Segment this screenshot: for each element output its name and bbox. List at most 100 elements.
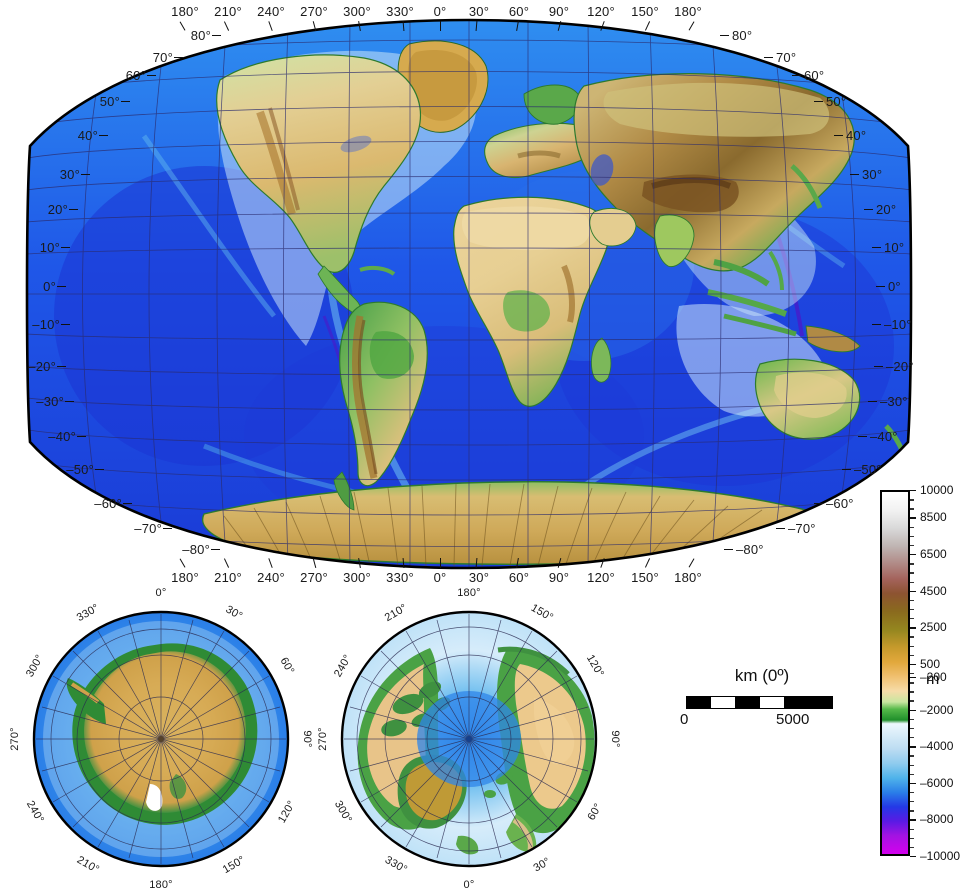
longitude-label: 180° [171, 570, 199, 585]
colorbar-group: 10000 8500 6500 4500 2500 500 –200 –2000 –4000 –6… [880, 483, 960, 863]
polar-longitude-label: 0° [463, 879, 475, 891]
longitude-label: 60° [508, 570, 530, 585]
colorbar-tick-label: –10000 [920, 849, 960, 863]
colorbar-minor-tick [910, 563, 914, 565]
latitude-tick [95, 469, 104, 471]
colorbar-minor-tick [910, 581, 914, 583]
latitude-tick [57, 286, 66, 288]
north-polar-svg [340, 610, 598, 868]
colorbar-minor-tick [910, 636, 914, 638]
longitude-label: 180° [674, 4, 702, 19]
latitude-tick [61, 247, 70, 249]
longitude-label: 210° [214, 4, 242, 19]
longitude-label: 240° [257, 570, 285, 585]
latitude-label: 40° [77, 128, 98, 143]
colorbar-minor-tick [910, 682, 914, 684]
scale-bar-title: km (0º) [734, 666, 790, 685]
scale-min-label: 0 [680, 711, 689, 728]
latitude-tick [814, 503, 823, 505]
longitude-label: 210° [214, 570, 242, 585]
colorbar-tick [910, 663, 916, 666]
world-map-svg [25, 18, 913, 570]
latitude-label: 40° [846, 128, 867, 143]
longitude-label: 270° [300, 570, 328, 585]
north-polar-map[interactable] [338, 608, 600, 870]
latitude-tick [874, 366, 883, 368]
polar-longitude-label: 0° [155, 587, 167, 599]
latitude-label: 30° [59, 167, 80, 182]
colorbar-minor-tick [910, 700, 914, 702]
latitude-label: –40° [48, 429, 76, 444]
latitude-label: –60° [826, 496, 854, 511]
colorbar-minor-tick [910, 810, 914, 812]
latitude-tick [764, 57, 773, 59]
latitude-label: –80° [736, 542, 764, 557]
colorbar-tick [910, 490, 916, 492]
latitude-tick [61, 324, 70, 326]
colorbar-tick-label: 10000 [920, 483, 954, 497]
latitude-tick [868, 401, 877, 403]
colorbar-minor-tick [910, 764, 914, 766]
latitude-tick [57, 366, 66, 368]
latitude-tick [814, 101, 823, 103]
longitude-label: 0° [433, 4, 447, 19]
latitude-tick [872, 247, 881, 249]
colorbar-tick-label: 4500 [920, 583, 947, 598]
latitude-label: –60° [94, 496, 122, 511]
longitude-label: 90° [548, 4, 570, 19]
latitude-label: 30° [862, 167, 883, 182]
latitude-label: 70° [152, 50, 173, 65]
colorbar-tick-label: 2500 [920, 620, 947, 635]
latitude-label: 80° [732, 28, 753, 43]
colorbar-minor-tick [910, 499, 914, 501]
latitude-label: –70° [788, 521, 816, 536]
scale-segment [687, 697, 712, 708]
longitude-label: 330° [386, 570, 414, 585]
longitude-label: 300° [343, 570, 371, 585]
south-polar-map[interactable] [30, 608, 292, 870]
colorbar-minor-tick [910, 535, 914, 538]
polar-longitude-label: 270° [9, 727, 21, 751]
polar-longitude-label: 180° [457, 587, 481, 599]
colorbar-minor-tick [910, 618, 914, 620]
colorbar-minor-tick [910, 572, 914, 574]
polar-longitude-label: 180° [149, 879, 173, 891]
colorbar-minor-tick [910, 691, 914, 693]
colorbar-minor-tick [910, 645, 914, 647]
longitude-label: 180° [171, 4, 199, 19]
colorbar-minor-tick [910, 526, 914, 528]
latitude-tick [121, 101, 130, 103]
scale-bar-ticks: 0 5000 [672, 711, 852, 729]
latitude-tick [850, 174, 859, 176]
latitude-tick [81, 174, 90, 176]
latitude-tick [872, 324, 881, 326]
colorbar-tick-label: –200 [920, 669, 947, 684]
colorbar-minor-tick [910, 508, 914, 510]
longitude-label: 30° [468, 570, 490, 585]
latitude-tick [720, 35, 729, 37]
longitude-label: 90° [548, 570, 570, 585]
latitude-label: –30° [880, 394, 908, 409]
latitude-tick [864, 209, 873, 211]
latitude-label: –10° [32, 317, 60, 332]
latitude-tick [147, 75, 156, 77]
world-map[interactable] [24, 16, 914, 572]
longitude-label: 0° [433, 570, 447, 585]
colorbar-minor-tick [910, 837, 914, 840]
latitude-tick [776, 528, 785, 530]
latitude-label: 20° [47, 202, 68, 217]
latitude-label: 0° [888, 279, 901, 294]
colorbar-tick-label: 6500 [920, 547, 947, 562]
longitude-label: 30° [468, 4, 490, 19]
latitude-tick [163, 528, 172, 530]
scale-bar-group: km (0º) 0 5000 [672, 666, 852, 729]
colorbar-minor-tick [910, 828, 914, 830]
latitude-label: 0° [43, 279, 56, 294]
polar-longitude-label: 90° [301, 730, 313, 748]
colorbar-tick-label: –8000 [920, 812, 954, 827]
colorbar-tick-label: –6000 [920, 775, 954, 790]
colorbar-tick [910, 819, 916, 821]
colorbar[interactable] [880, 490, 910, 856]
latitude-label: 50° [99, 94, 120, 109]
colorbar-minor-tick [910, 544, 914, 547]
